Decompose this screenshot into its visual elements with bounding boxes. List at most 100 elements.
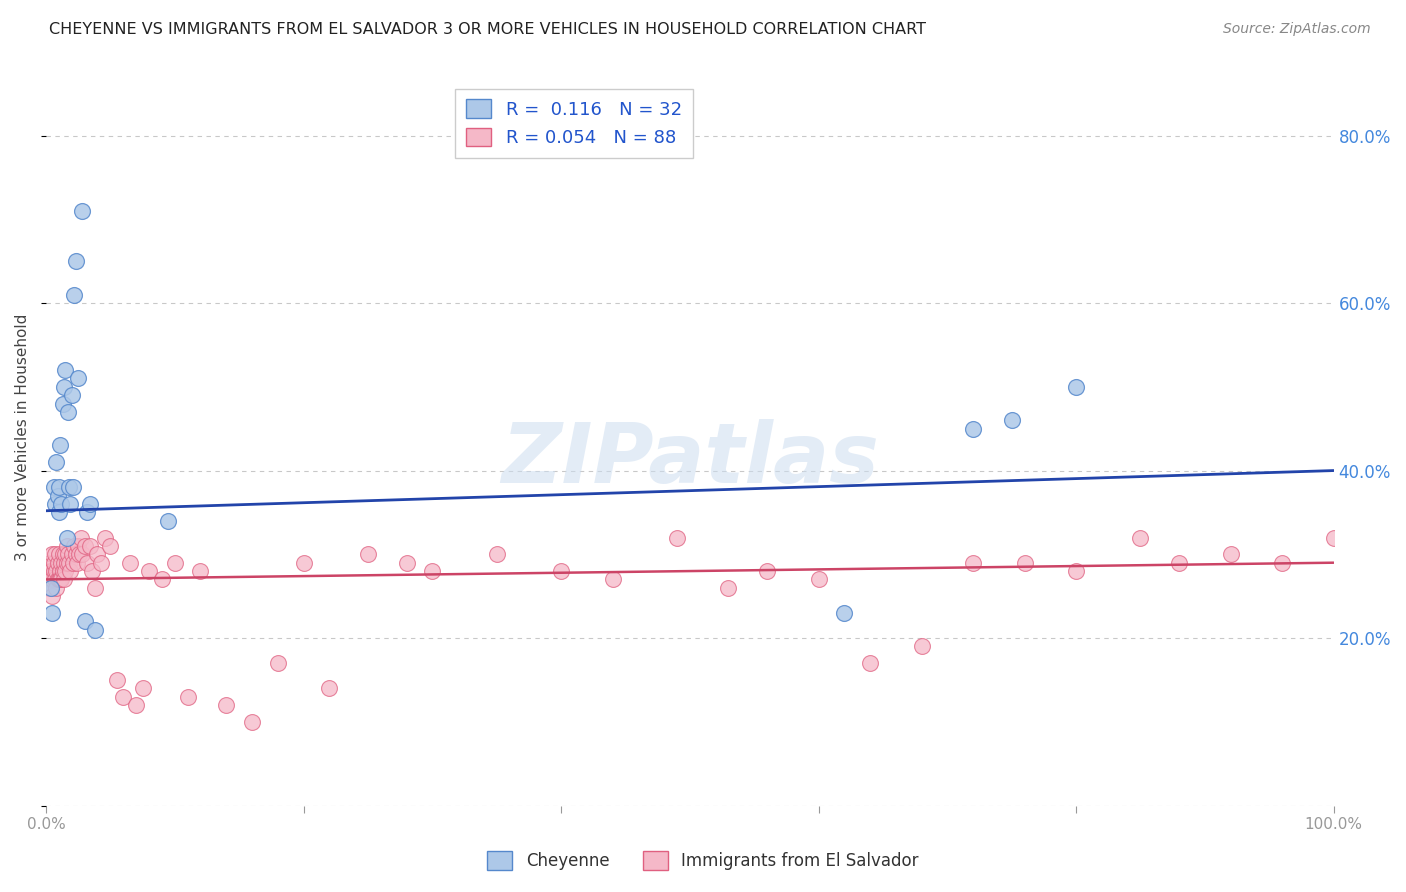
Point <box>859 657 882 671</box>
Point <box>67 371 90 385</box>
Point <box>46 489 69 503</box>
Point <box>318 681 340 696</box>
Point <box>46 573 69 587</box>
Point <box>131 681 153 696</box>
Point <box>1271 556 1294 570</box>
Point <box>46 556 69 570</box>
Point <box>834 606 856 620</box>
Point <box>42 564 65 578</box>
Point <box>56 405 79 419</box>
Point <box>59 564 82 578</box>
Point <box>60 388 83 402</box>
Point <box>79 497 101 511</box>
Point <box>62 480 84 494</box>
Point <box>395 556 418 570</box>
Point <box>55 531 77 545</box>
Point <box>420 564 443 578</box>
Point <box>163 556 186 570</box>
Point <box>53 547 76 561</box>
Point <box>41 573 63 587</box>
Point <box>42 480 65 494</box>
Point <box>717 581 740 595</box>
Point <box>49 564 72 578</box>
Point <box>48 573 70 587</box>
Point <box>125 698 148 712</box>
Point <box>63 539 86 553</box>
Point <box>76 556 98 570</box>
Point <box>73 615 96 629</box>
Y-axis label: 3 or more Vehicles in Household: 3 or more Vehicles in Household <box>15 313 30 561</box>
Point <box>45 564 67 578</box>
Point <box>55 539 77 553</box>
Point <box>602 573 624 587</box>
Point <box>550 564 572 578</box>
Point <box>1001 413 1024 427</box>
Point <box>51 556 73 570</box>
Point <box>53 573 76 587</box>
Point <box>39 581 62 595</box>
Point <box>90 556 112 570</box>
Point <box>962 556 984 570</box>
Point <box>44 547 66 561</box>
Point <box>67 539 90 553</box>
Point <box>98 539 121 553</box>
Point <box>44 573 66 587</box>
Point <box>45 581 67 595</box>
Point <box>66 556 89 570</box>
Point <box>38 556 60 570</box>
Point <box>45 455 67 469</box>
Point <box>51 573 73 587</box>
Point <box>38 564 60 578</box>
Point <box>118 556 141 570</box>
Point <box>52 564 75 578</box>
Point <box>41 547 63 561</box>
Point <box>55 556 77 570</box>
Point <box>62 556 84 570</box>
Point <box>1219 547 1241 561</box>
Text: ZIPatlas: ZIPatlas <box>501 418 879 500</box>
Point <box>292 556 315 570</box>
Point <box>86 547 108 561</box>
Point <box>38 581 60 595</box>
Point <box>357 547 380 561</box>
Point <box>1323 531 1346 545</box>
Point <box>70 547 93 561</box>
Point <box>48 480 70 494</box>
Point <box>82 564 104 578</box>
Point <box>112 690 135 704</box>
Point <box>73 539 96 553</box>
Point <box>807 573 830 587</box>
Point <box>267 657 290 671</box>
Point <box>53 380 76 394</box>
Point <box>190 564 212 578</box>
Point <box>53 363 76 377</box>
Point <box>1129 531 1152 545</box>
Point <box>1014 556 1036 570</box>
Point <box>83 623 105 637</box>
Point <box>49 573 72 587</box>
Point <box>157 514 180 528</box>
Point <box>1064 564 1087 578</box>
Point <box>42 556 65 570</box>
Point <box>910 640 932 654</box>
Point <box>962 422 984 436</box>
Point <box>65 254 87 268</box>
Point <box>41 589 63 603</box>
Point <box>665 531 688 545</box>
Point <box>56 547 79 561</box>
Point <box>60 547 83 561</box>
Text: Source: ZipAtlas.com: Source: ZipAtlas.com <box>1223 22 1371 37</box>
Point <box>69 531 91 545</box>
Legend: R =  0.116   N = 32, R = 0.054   N = 88: R = 0.116 N = 32, R = 0.054 N = 88 <box>456 88 693 158</box>
Point <box>176 690 198 704</box>
Point <box>53 556 76 570</box>
Point <box>65 547 87 561</box>
Point <box>150 573 173 587</box>
Point <box>83 581 105 595</box>
Point <box>44 497 66 511</box>
Point <box>94 531 117 545</box>
Point <box>39 564 62 578</box>
Point <box>63 287 86 301</box>
Point <box>39 581 62 595</box>
Point <box>58 480 80 494</box>
